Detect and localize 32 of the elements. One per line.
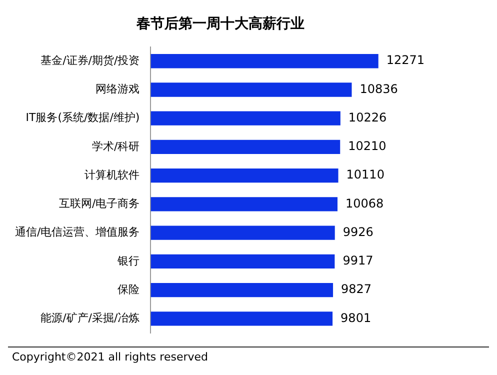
bar bbox=[150, 111, 340, 126]
bar bbox=[150, 226, 335, 240]
data-label: 10110 bbox=[346, 168, 384, 182]
y-tick-label: 银行 bbox=[116, 254, 140, 268]
y-tick-label: 互联网/电子商务 bbox=[58, 197, 140, 210]
y-tick-label: 计算机软件 bbox=[84, 168, 140, 182]
data-label: 9827 bbox=[341, 282, 372, 296]
data-label: 12271 bbox=[386, 53, 425, 68]
data-label: 10210 bbox=[348, 139, 386, 154]
bar bbox=[150, 140, 340, 154]
bar bbox=[150, 312, 333, 326]
bar bbox=[150, 54, 378, 68]
chart-title: 春节后第一周十大高薪行业 bbox=[136, 15, 304, 32]
bar bbox=[150, 168, 338, 183]
bar bbox=[150, 82, 352, 97]
y-tick-label: IT服务(系统/数据/维护) bbox=[26, 111, 140, 124]
y-tick-label: 网络游戏 bbox=[96, 82, 140, 96]
y-tick-label: 通信/电信运营、增值服务 bbox=[14, 226, 140, 239]
text: Copyright©2021 all rights reserved bbox=[12, 350, 208, 364]
data-label: 10226 bbox=[348, 110, 387, 124]
data-label: 9801 bbox=[340, 310, 372, 325]
y-tick-label: 基金/证券/期货/投资 bbox=[40, 54, 140, 67]
y-tick-label: 保险 bbox=[118, 282, 140, 296]
bar bbox=[150, 282, 334, 298]
data-label: 9926 bbox=[342, 224, 374, 239]
y-tick-label: 学术/科研 bbox=[92, 140, 140, 153]
data-label: 10068 bbox=[345, 196, 384, 210]
bar bbox=[150, 254, 335, 269]
bar bbox=[150, 197, 338, 212]
y-tick-label: 能源/矿产/采掘/冶炼 bbox=[40, 312, 140, 325]
data-label: 10836 bbox=[360, 82, 398, 96]
data-label: 9917 bbox=[342, 254, 374, 268]
